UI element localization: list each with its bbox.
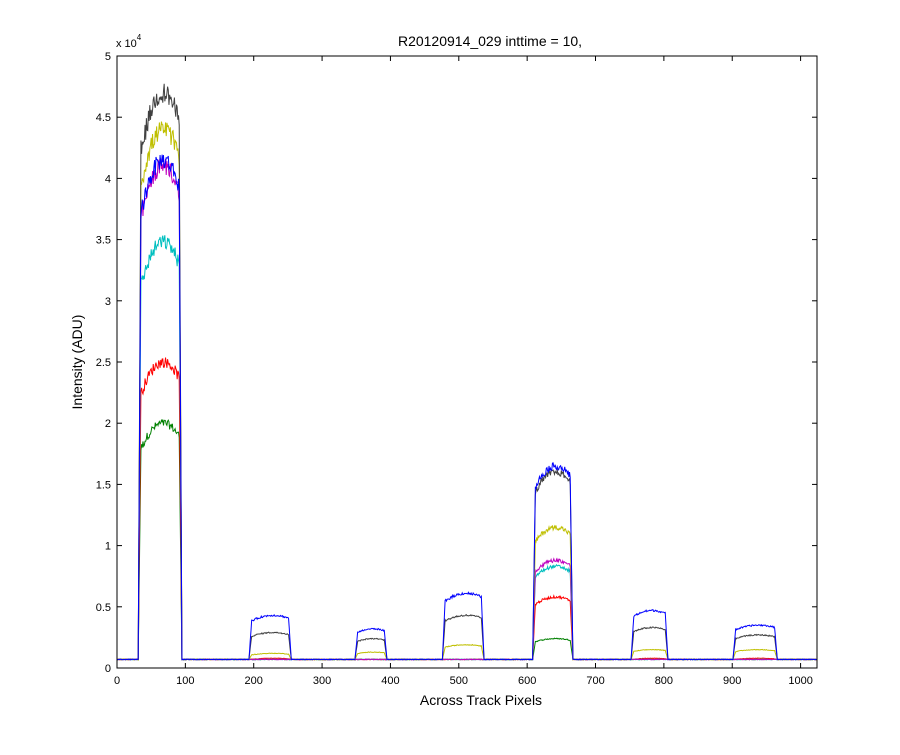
x-tick-label: 900 <box>723 675 741 687</box>
y-axis-label: Intensity (ADU) <box>69 315 85 410</box>
y-tick-label: 1.5 <box>96 479 111 491</box>
x-tick-label: 800 <box>655 675 673 687</box>
y-tick-label: 3.5 <box>96 235 111 247</box>
y-exponent-label: x 104 <box>116 33 142 50</box>
ticks-layer: 0 100 200 300 400 500 600 700 800 900 1000 0 0.5 1 1.5… <box>96 51 817 687</box>
y-tick-label: 3 <box>105 296 111 308</box>
y-tick-label: 2.5 <box>96 357 111 369</box>
x-tick-label: 1000 <box>788 675 812 687</box>
x-tick-label: 300 <box>313 675 331 687</box>
y-tick-label: 0 <box>105 663 111 675</box>
y-tick-label: 4 <box>105 173 111 185</box>
y-exponent-power: 4 <box>137 33 142 42</box>
y-tick-label: 2 <box>105 418 111 430</box>
x-tick-label: 700 <box>586 675 604 687</box>
chart-title: R20120914_029 inttime = 10, <box>398 33 582 49</box>
y-tick-label: 5 <box>105 51 111 63</box>
y-tick-label: 1 <box>105 541 111 553</box>
x-tick-label: 100 <box>176 675 194 687</box>
x-tick-label: 200 <box>245 675 263 687</box>
x-axis-label: Across Track Pixels <box>420 692 542 708</box>
x-tick-label: 600 <box>518 675 536 687</box>
plot-area <box>117 56 817 668</box>
y-exponent-base: x 10 <box>116 38 137 50</box>
x-tick-label: 400 <box>381 675 399 687</box>
series-layer <box>116 83 818 661</box>
x-tick-label: 0 <box>114 675 120 687</box>
x-tick-label: 500 <box>450 675 468 687</box>
y-tick-label: 4.5 <box>96 112 111 124</box>
y-tick-label: 0.5 <box>96 602 111 614</box>
series-line <box>116 154 818 661</box>
